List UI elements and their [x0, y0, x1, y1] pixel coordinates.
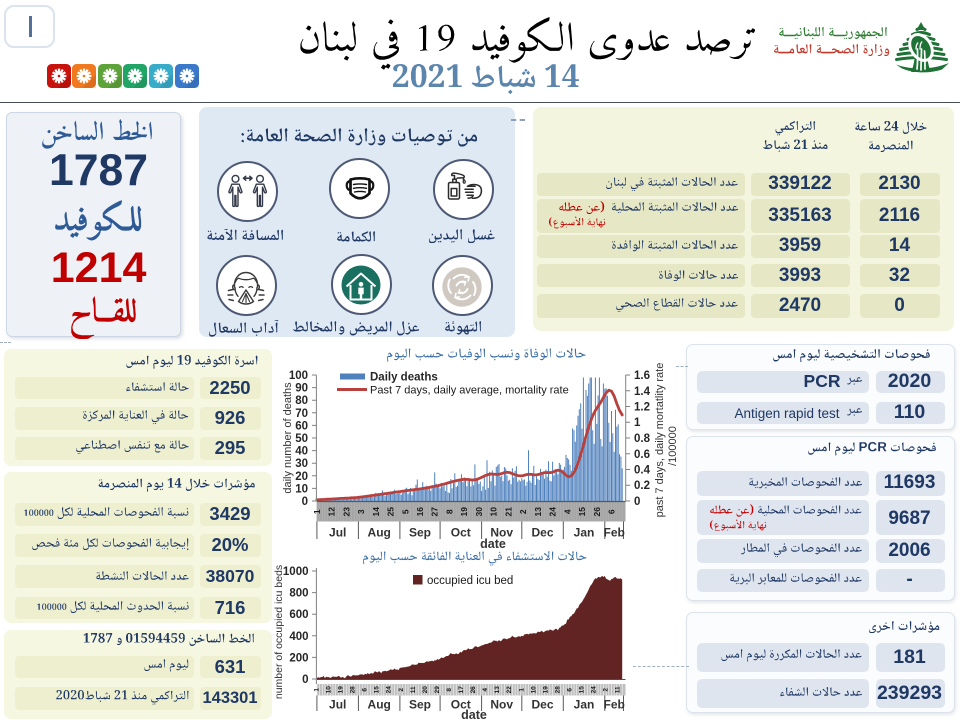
svg-text:Jul: Jul: [329, 698, 346, 712]
svg-text:11: 11: [410, 686, 417, 693]
svg-text:28: 28: [350, 686, 357, 694]
svg-text:Dec: Dec: [531, 698, 553, 712]
svg-text:Jan: Jan: [574, 526, 595, 540]
svg-text:Sep: Sep: [409, 526, 431, 540]
svg-text:0.6: 0.6: [634, 449, 650, 461]
svg-text:/100000: /100000: [667, 426, 679, 466]
svg-text:Dec: Dec: [531, 526, 553, 540]
svg-text:1.2: 1.2: [634, 402, 650, 414]
svg-text:Jan: Jan: [574, 698, 595, 712]
svg-text:Daily deaths: Daily deaths: [370, 372, 438, 384]
svg-text:20: 20: [295, 471, 308, 483]
svg-text:24: 24: [548, 507, 558, 517]
svg-text:4: 4: [562, 509, 572, 514]
svg-text:14: 14: [371, 507, 381, 517]
svg-text:1: 1: [313, 688, 320, 692]
svg-text:19: 19: [459, 507, 469, 517]
svg-text:10: 10: [326, 686, 333, 694]
svg-text:daily number of deaths: daily number of deaths: [282, 382, 294, 494]
svg-text:0: 0: [302, 496, 308, 508]
svg-text:2: 2: [518, 509, 528, 514]
svg-text:6: 6: [362, 688, 369, 692]
svg-text:past 7 days, daily mortatlity: past 7 days, daily mortatlity rate: [654, 363, 666, 518]
svg-text:80: 80: [295, 395, 308, 407]
svg-text:Nov: Nov: [490, 526, 513, 540]
svg-text:0: 0: [302, 674, 308, 686]
svg-text:60: 60: [295, 420, 308, 432]
svg-text:10: 10: [530, 686, 537, 694]
svg-text:2: 2: [398, 688, 405, 692]
svg-text:15: 15: [374, 686, 381, 694]
svg-text:13: 13: [533, 507, 543, 517]
svg-text:date: date: [461, 708, 487, 720]
svg-text:26: 26: [470, 686, 477, 694]
svg-text:16: 16: [415, 507, 425, 517]
svg-text:8: 8: [446, 688, 453, 692]
svg-text:10: 10: [295, 483, 308, 495]
svg-text:Jul: Jul: [329, 526, 346, 540]
svg-text:number of occupied icu beds: number of occupied icu beds: [273, 565, 285, 699]
svg-text:Past 7 days, daily average, mo: Past 7 days, daily average, mortality ra…: [370, 385, 569, 397]
svg-text:8: 8: [445, 509, 455, 514]
svg-text:0: 0: [634, 496, 640, 508]
svg-text:15: 15: [577, 507, 587, 517]
svg-text:22: 22: [506, 686, 513, 694]
svg-text:11: 11: [615, 686, 622, 693]
svg-text:6: 6: [607, 509, 617, 514]
svg-text:Sep: Sep: [409, 698, 431, 712]
svg-text:30: 30: [474, 507, 484, 517]
svg-text:1000: 1000: [283, 566, 309, 578]
svg-text:15: 15: [579, 686, 586, 694]
svg-text:24: 24: [591, 686, 598, 694]
svg-text:Aug: Aug: [368, 526, 391, 540]
svg-text:25: 25: [386, 507, 396, 517]
svg-text:Feb: Feb: [604, 698, 625, 712]
svg-text:1.4: 1.4: [634, 386, 651, 398]
svg-text:Nov: Nov: [490, 698, 513, 712]
svg-text:Aug: Aug: [368, 698, 391, 712]
svg-text:90: 90: [295, 383, 308, 395]
svg-text:6: 6: [567, 688, 574, 692]
svg-text:17: 17: [458, 686, 465, 694]
svg-text:26: 26: [592, 507, 602, 517]
svg-text:13: 13: [494, 686, 501, 694]
svg-text:1: 1: [634, 417, 641, 429]
svg-text:600: 600: [289, 609, 308, 621]
svg-text:date: date: [480, 537, 506, 551]
svg-text:28: 28: [554, 686, 561, 694]
svg-text:30: 30: [295, 458, 308, 470]
svg-text:800: 800: [289, 588, 308, 600]
svg-text:1.6: 1.6: [634, 370, 650, 382]
svg-text:19: 19: [338, 686, 345, 694]
svg-text:100: 100: [289, 370, 308, 382]
svg-text:27: 27: [430, 507, 440, 517]
svg-text:4: 4: [482, 688, 489, 692]
svg-text:0.2: 0.2: [634, 480, 650, 492]
svg-text:50: 50: [295, 433, 308, 445]
svg-text:21: 21: [503, 507, 513, 517]
svg-text:2: 2: [603, 688, 610, 692]
svg-text:3: 3: [356, 509, 366, 514]
svg-text:0.4: 0.4: [634, 465, 651, 477]
svg-text:200: 200: [289, 652, 308, 664]
svg-text:5: 5: [400, 509, 410, 514]
svg-text:40: 40: [295, 446, 308, 458]
svg-text:70: 70: [295, 408, 308, 420]
svg-text:Feb: Feb: [604, 526, 625, 540]
svg-text:400: 400: [289, 631, 308, 643]
svg-text:20: 20: [422, 686, 429, 694]
svg-text:19: 19: [542, 686, 549, 694]
svg-text:0.8: 0.8: [634, 433, 651, 445]
svg-text:12: 12: [327, 507, 337, 517]
svg-text:29: 29: [434, 686, 441, 694]
svg-text:Oct: Oct: [451, 526, 471, 540]
svg-text:1: 1: [518, 688, 525, 692]
svg-text:23: 23: [341, 507, 351, 517]
svg-text:occupied icu bed: occupied icu bed: [427, 575, 513, 587]
svg-text:1: 1: [312, 509, 322, 514]
svg-text:10: 10: [489, 507, 499, 517]
svg-text:24: 24: [386, 686, 393, 694]
svg-text:Oct: Oct: [451, 698, 471, 712]
